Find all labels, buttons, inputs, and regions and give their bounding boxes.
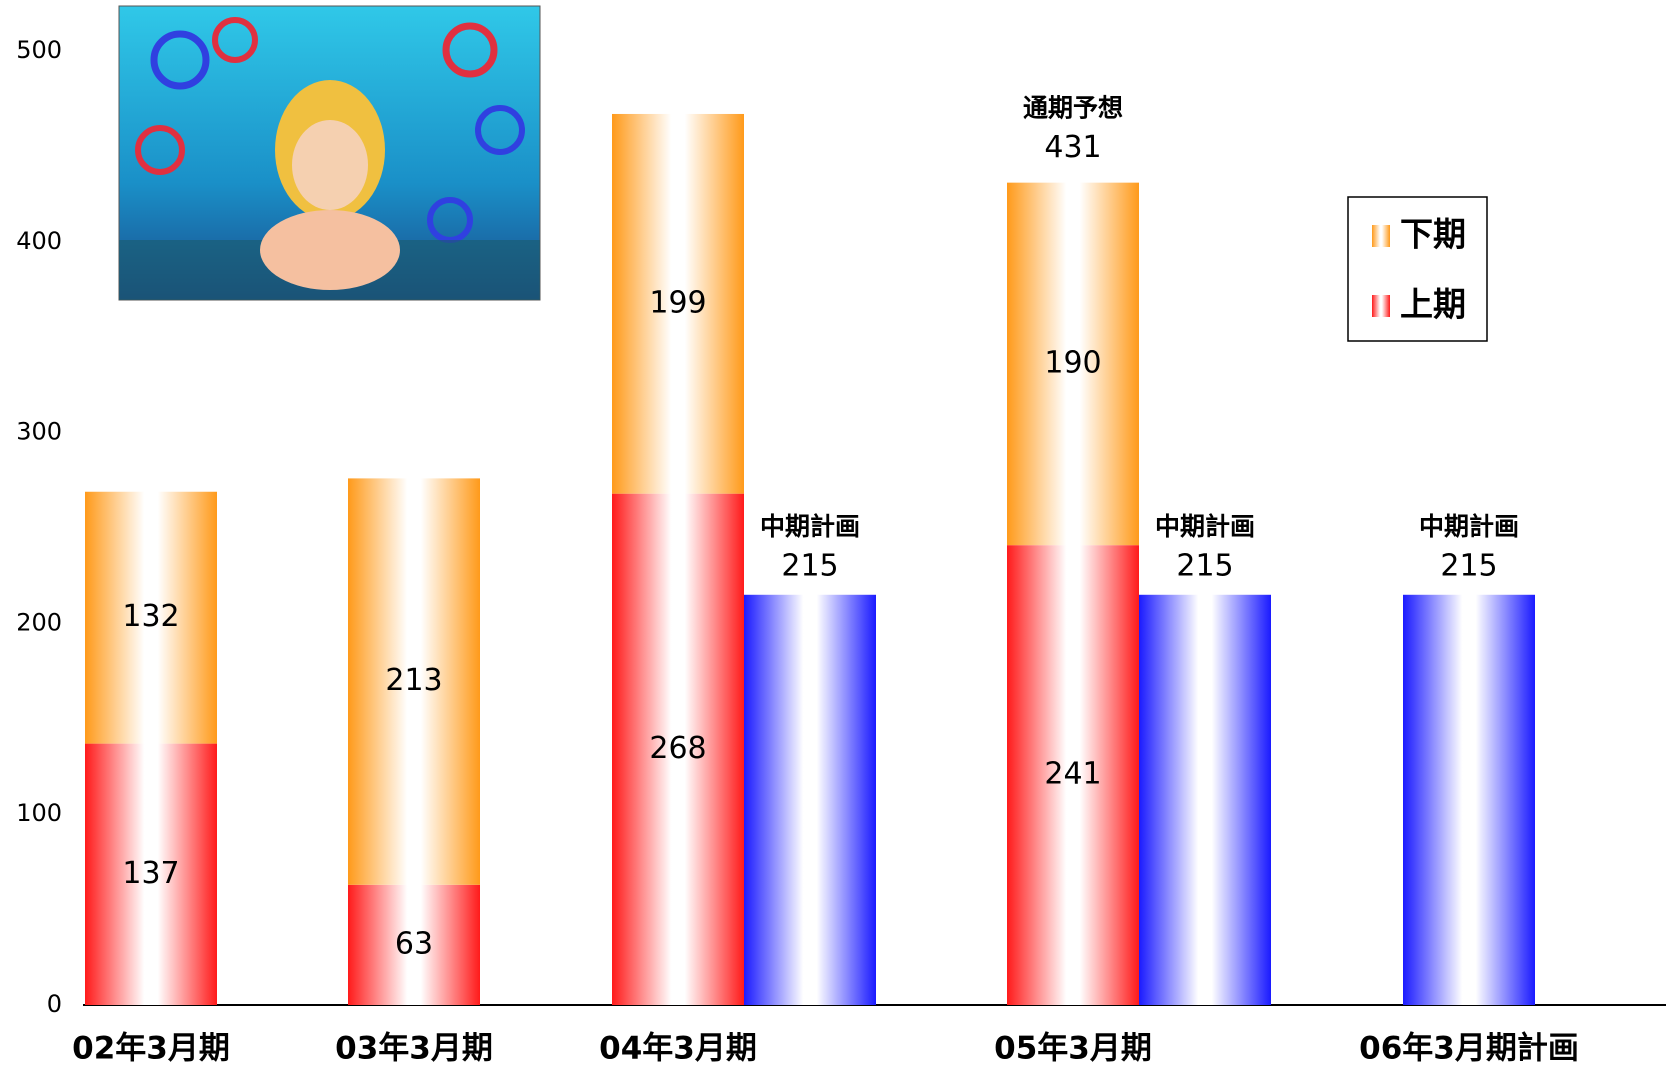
legend-box — [1347, 196, 1488, 342]
x-tick-label: 03年3月期 — [335, 1031, 493, 1067]
legend-label: 上期 — [1400, 285, 1466, 324]
illustration — [118, 5, 541, 301]
value-label: 215 — [1440, 548, 1497, 583]
bar-segment — [348, 884, 480, 1005]
plan-label: 中期計画 — [1155, 512, 1255, 541]
plan-bar — [1403, 594, 1535, 1005]
value-label: 190 — [1044, 345, 1101, 380]
forecast-value: 431 — [1044, 130, 1101, 165]
value-label: 63 — [395, 926, 433, 961]
x-tick-label: 02年3月期 — [72, 1031, 230, 1067]
y-tick-label: 500 — [16, 36, 62, 64]
plan-label: 中期計画 — [760, 512, 860, 541]
bar-segment — [85, 491, 217, 744]
value-label: 132 — [122, 599, 179, 634]
value-label: 268 — [649, 731, 706, 766]
value-label: 199 — [649, 285, 706, 320]
bar-segment — [612, 493, 744, 1005]
forecast-label: 通期予想 — [1023, 94, 1123, 123]
value-label: 213 — [385, 663, 442, 698]
x-tick-label: 04年3月期 — [599, 1031, 757, 1067]
y-tick-label: 400 — [16, 227, 62, 255]
y-tick-label: 300 — [16, 418, 62, 446]
y-tick-label: 200 — [16, 608, 62, 636]
value-label: 215 — [781, 548, 838, 583]
bar-segment — [612, 113, 744, 494]
y-tick-label: 0 — [47, 990, 62, 1018]
plan-bar — [1139, 594, 1271, 1005]
plan-label: 中期計画 — [1419, 512, 1519, 541]
legend-swatch — [1372, 225, 1390, 247]
x-tick-label: 06年3月期計画 — [1359, 1031, 1579, 1067]
bar-segment — [1007, 545, 1139, 1005]
y-tick-label: 100 — [16, 799, 62, 827]
legend-swatch — [1372, 295, 1390, 317]
bar-segment — [1007, 182, 1139, 546]
value-label: 137 — [122, 856, 179, 891]
x-tick-label: 05年3月期 — [994, 1031, 1152, 1067]
plan-bar — [744, 594, 876, 1005]
bar-segment — [348, 478, 480, 885]
legend-label: 下期 — [1400, 215, 1466, 254]
bar-segment — [85, 743, 217, 1005]
value-label: 215 — [1176, 548, 1233, 583]
value-label: 241 — [1044, 757, 1101, 792]
